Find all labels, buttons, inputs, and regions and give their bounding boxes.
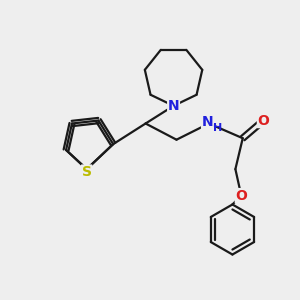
Text: O: O [235,189,247,202]
Text: H: H [212,123,222,133]
Text: O: O [257,114,269,128]
Text: N: N [168,99,179,113]
Text: S: S [82,165,92,179]
Text: N: N [202,115,213,129]
